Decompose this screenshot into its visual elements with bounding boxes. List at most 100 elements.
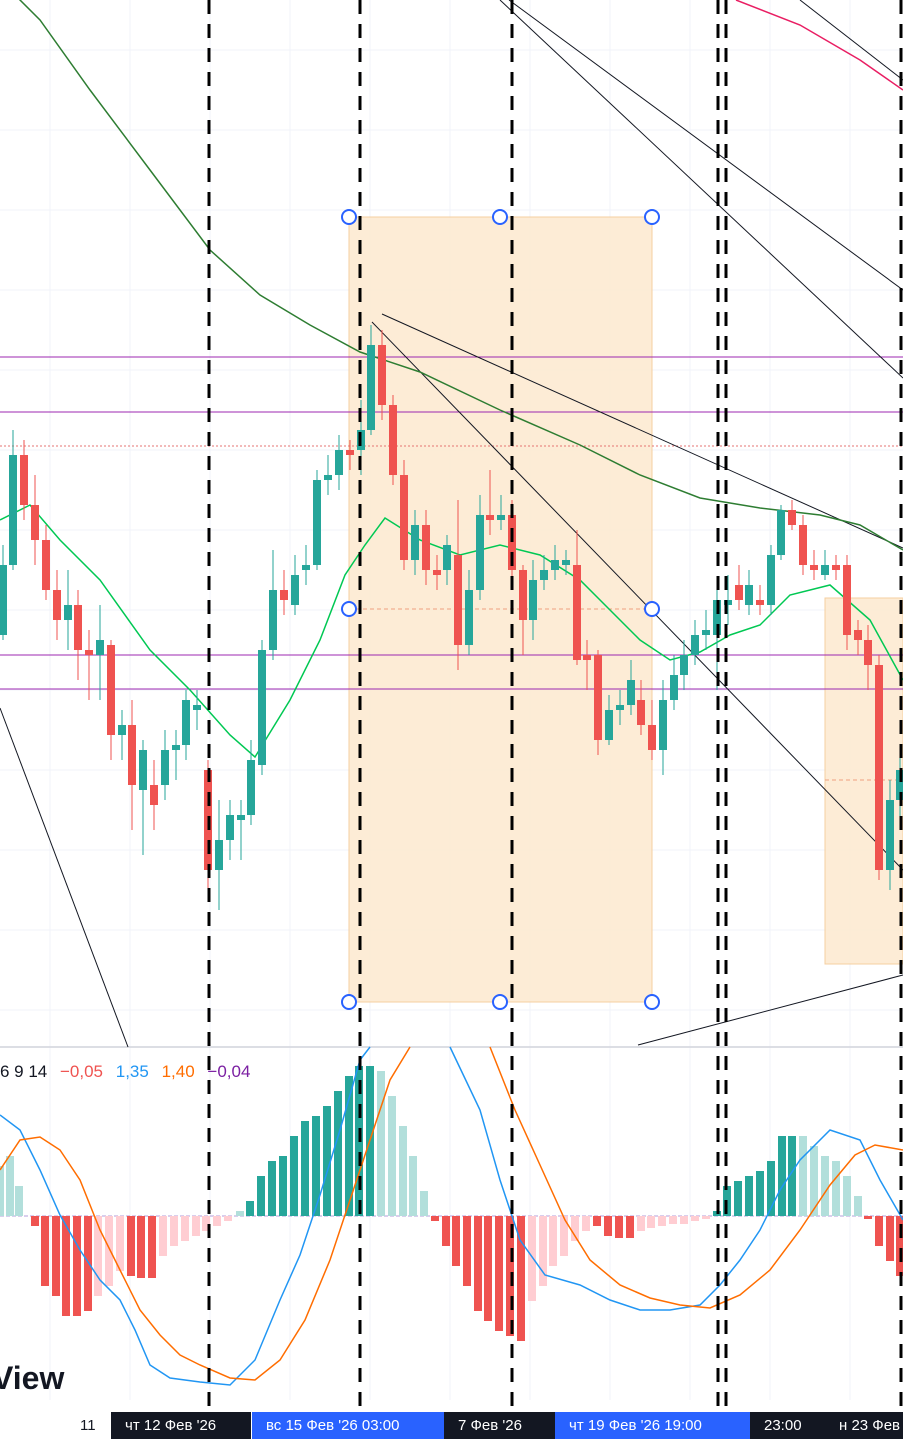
candle-body (551, 560, 559, 570)
candle-body (346, 450, 354, 455)
macd-histogram-bar (528, 1216, 536, 1301)
candle-body (670, 675, 678, 700)
macd-histogram-bar (52, 1216, 60, 1296)
macd-histogram-bar (420, 1191, 428, 1216)
macd-histogram-bar (268, 1161, 276, 1216)
macd-histogram-bar (159, 1216, 167, 1256)
macd-histogram-bar (127, 1216, 135, 1276)
macd-histogram-bar (202, 1216, 210, 1231)
macd-histogram-bar (756, 1171, 764, 1216)
macd-histogram-bar (484, 1216, 492, 1321)
macd-histogram-bar (170, 1216, 178, 1246)
candle-body (854, 630, 862, 640)
candle-body (193, 705, 201, 710)
candle-body (269, 590, 277, 650)
candle-body (788, 510, 796, 525)
candle-body (832, 565, 840, 570)
candle-body (411, 525, 419, 560)
candle-body (226, 815, 234, 840)
macd-histogram-bar (560, 1216, 568, 1256)
candle-body (627, 680, 635, 705)
candle-body (680, 655, 688, 675)
macd-histogram-bar (236, 1211, 244, 1216)
macd-histogram-bar (767, 1161, 775, 1216)
x-tick-label: 23:00 (750, 1412, 836, 1439)
candle-body (107, 645, 115, 735)
trend-line (381, 313, 903, 549)
candle-body (508, 515, 516, 570)
macd-histogram-bar (517, 1216, 525, 1341)
trend-line (499, 0, 903, 379)
macd-histogram-bar (810, 1146, 818, 1216)
candle-body (42, 540, 50, 590)
macd-histogram-bar (539, 1216, 547, 1286)
candle-body (562, 560, 570, 565)
macd-histogram-bar (593, 1216, 601, 1226)
candle-body (139, 750, 147, 790)
candle-body (128, 725, 136, 785)
candle-body (302, 565, 310, 570)
zone-resize-handle (341, 209, 357, 225)
macd-histogram-bar (463, 1216, 471, 1286)
candle-body (573, 565, 581, 660)
trend-line (0, 707, 129, 1048)
candle-body (53, 590, 61, 620)
macd-histogram-bar (62, 1216, 70, 1316)
candle-body (648, 725, 656, 750)
macd-histogram-bar (604, 1216, 612, 1236)
macd-histogram-bar (137, 1216, 145, 1278)
candle-body (843, 565, 851, 635)
candle-body (702, 630, 710, 635)
trend-line (371, 321, 903, 871)
macd-histogram-bar (224, 1216, 232, 1221)
pink-ma-line (735, 0, 903, 91)
candle-body (821, 565, 829, 575)
macd-histogram-bar (691, 1216, 699, 1221)
macd-histogram-bar (345, 1076, 353, 1216)
macd-histogram-bar (290, 1136, 298, 1216)
candle-body (85, 650, 93, 655)
candle-body (422, 525, 430, 570)
x-tick-label: чт 12 Фев '26 (111, 1412, 251, 1439)
macd-histogram-bar (399, 1126, 407, 1216)
candle-body (724, 600, 732, 605)
candle-body (182, 700, 190, 745)
candle-body (864, 640, 872, 665)
candle-body (486, 515, 494, 520)
macd-histogram-bar (6, 1156, 14, 1216)
macd-histogram-bar (832, 1161, 840, 1216)
candle-body (875, 665, 883, 870)
macd-value-signal: 1,40 (161, 1062, 195, 1081)
macd-histogram-bar (788, 1136, 796, 1216)
candle-body (9, 455, 17, 565)
candle-body (378, 345, 386, 405)
candle-body (735, 585, 743, 600)
macd-histogram-bar (875, 1216, 883, 1246)
candle-body (896, 770, 903, 800)
candle-body (756, 600, 764, 605)
candle-body (465, 590, 473, 645)
candle-body (886, 800, 894, 870)
candle-body (583, 655, 591, 660)
macd-histogram-bar (799, 1136, 807, 1216)
x-tick-label: 7 Фев '26 (444, 1412, 556, 1439)
macd-histogram-bar (506, 1216, 514, 1336)
macd-histogram-bar (549, 1216, 557, 1266)
candle-body (691, 635, 699, 655)
macd-line (449, 1046, 903, 1311)
signal-line (489, 1046, 903, 1309)
macd-histogram-bar (279, 1156, 287, 1216)
macd-histogram-bar (637, 1216, 645, 1231)
macd-histogram-bar (301, 1121, 309, 1216)
macd-histogram-bar (84, 1216, 92, 1311)
candle-body (519, 570, 527, 620)
macd-histogram-bar (213, 1216, 221, 1226)
candle-body (172, 745, 180, 750)
macd-histogram-bar (647, 1216, 655, 1228)
macd-histogram-bar (409, 1156, 417, 1216)
candle-body (324, 475, 332, 480)
macd-histogram-bar (658, 1216, 666, 1226)
zone-resize-handle (644, 209, 660, 225)
candle-body (713, 600, 721, 635)
